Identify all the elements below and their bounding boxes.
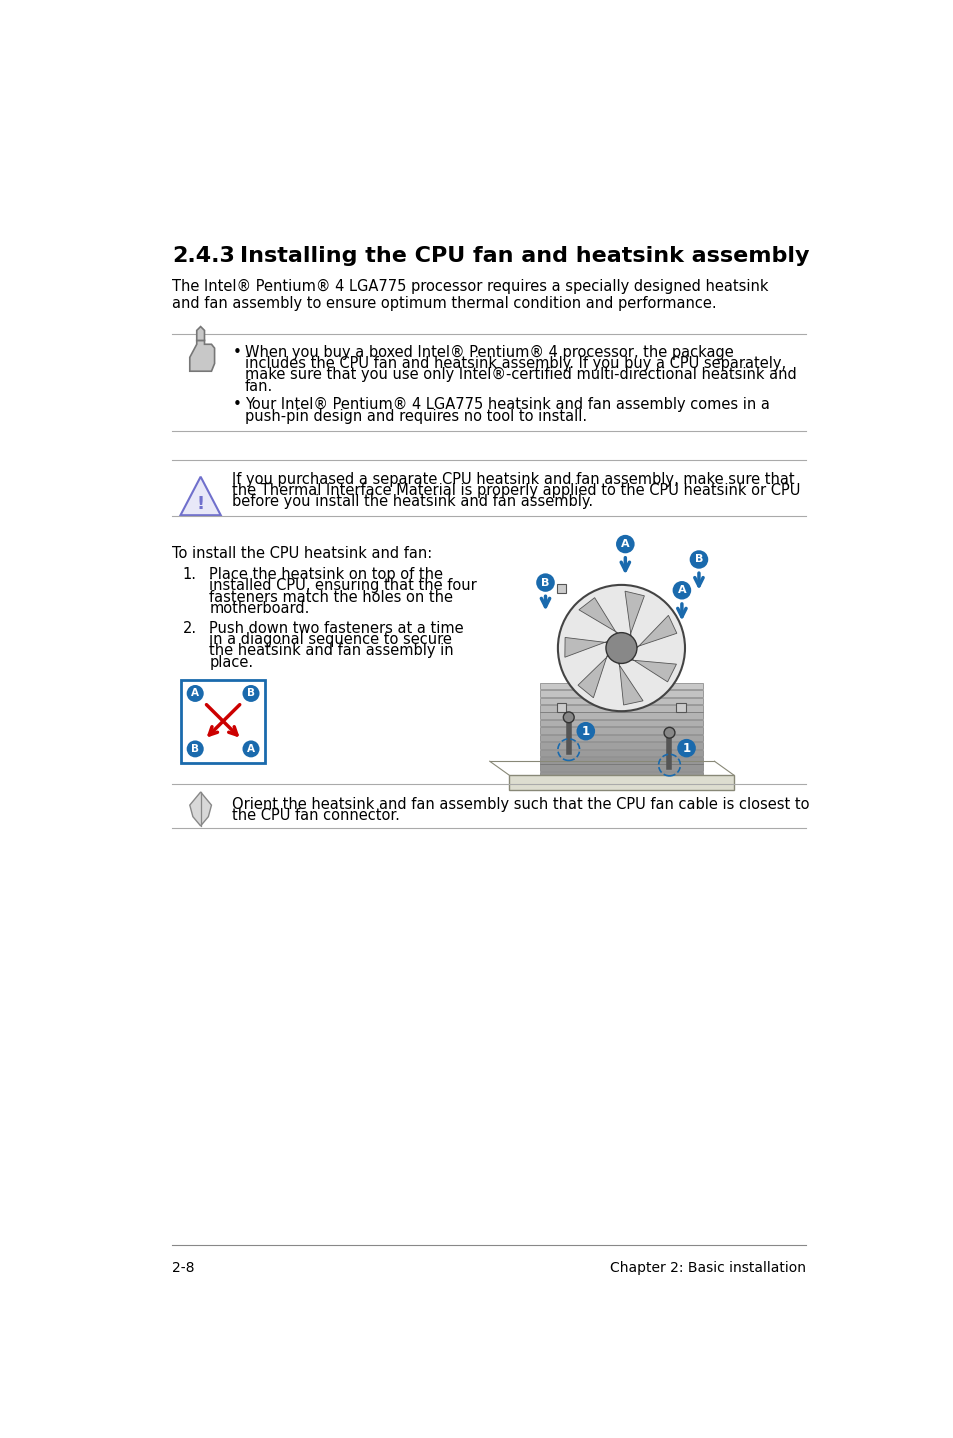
Text: Your Intel® Pentium® 4 LGA775 heatsink and fan assembly comes in a: Your Intel® Pentium® 4 LGA775 heatsink a… bbox=[245, 397, 769, 413]
Bar bbox=[539, 779, 702, 785]
Circle shape bbox=[187, 684, 204, 702]
Text: Chapter 2: Basic installation: Chapter 2: Basic installation bbox=[609, 1261, 805, 1274]
Bar bbox=[539, 697, 702, 705]
Circle shape bbox=[616, 535, 634, 554]
Bar bbox=[539, 705, 702, 712]
Text: place.: place. bbox=[209, 654, 253, 670]
Text: Orient the heatsink and fan assembly such that the CPU fan cable is closest to: Orient the heatsink and fan assembly suc… bbox=[233, 797, 809, 811]
Bar bbox=[676, 703, 685, 712]
Bar bbox=[539, 720, 702, 726]
Text: When you buy a boxed Intel® Pentium® 4 processor, the package: When you buy a boxed Intel® Pentium® 4 p… bbox=[245, 345, 733, 360]
Bar bbox=[557, 703, 566, 712]
Text: 2.: 2. bbox=[183, 621, 196, 636]
Polygon shape bbox=[618, 663, 642, 705]
Text: push-pin design and requires no tool to install.: push-pin design and requires no tool to … bbox=[245, 408, 586, 424]
Circle shape bbox=[536, 574, 555, 592]
Bar bbox=[539, 772, 702, 778]
Text: Push down two fasteners at a time: Push down two fasteners at a time bbox=[209, 621, 463, 636]
Text: A: A bbox=[191, 689, 199, 699]
Bar bbox=[539, 690, 702, 697]
Text: 1: 1 bbox=[681, 742, 690, 755]
Text: Place the heatsink on top of the: Place the heatsink on top of the bbox=[209, 567, 443, 582]
Text: !: ! bbox=[196, 496, 205, 513]
Text: installed CPU, ensuring that the four: installed CPU, ensuring that the four bbox=[209, 578, 476, 594]
Bar bbox=[539, 742, 702, 749]
Circle shape bbox=[663, 728, 674, 738]
Bar bbox=[181, 680, 265, 762]
Text: the heatsink and fan assembly in: the heatsink and fan assembly in bbox=[209, 643, 454, 659]
Bar bbox=[539, 756, 702, 764]
Circle shape bbox=[187, 741, 204, 758]
Text: To install the CPU heatsink and fan:: To install the CPU heatsink and fan: bbox=[172, 545, 432, 561]
Polygon shape bbox=[624, 591, 643, 636]
Bar bbox=[539, 683, 702, 689]
Text: •: • bbox=[233, 397, 241, 413]
Text: includes the CPU fan and heatsink assembly. If you buy a CPU separately,: includes the CPU fan and heatsink assemb… bbox=[245, 357, 785, 371]
Text: B: B bbox=[540, 578, 549, 588]
Polygon shape bbox=[637, 615, 676, 649]
Bar bbox=[509, 775, 733, 791]
Text: 1: 1 bbox=[581, 725, 589, 738]
Text: •: • bbox=[233, 345, 241, 360]
Text: The Intel® Pentium® 4 LGA775 processor requires a specially designed heatsink
an: The Intel® Pentium® 4 LGA775 processor r… bbox=[172, 279, 768, 311]
Polygon shape bbox=[180, 477, 220, 515]
Text: 1.: 1. bbox=[183, 567, 196, 582]
Circle shape bbox=[672, 581, 691, 600]
Text: motherboard.: motherboard. bbox=[209, 601, 309, 615]
Text: the Thermal Interface Material is properly applied to the CPU heatsink or CPU: the Thermal Interface Material is proper… bbox=[233, 483, 800, 498]
Text: B: B bbox=[694, 555, 702, 565]
Circle shape bbox=[242, 684, 259, 702]
Circle shape bbox=[605, 633, 637, 663]
Circle shape bbox=[242, 741, 259, 758]
Bar bbox=[539, 735, 702, 742]
Polygon shape bbox=[578, 654, 607, 697]
Bar bbox=[539, 712, 702, 719]
Text: A: A bbox=[677, 585, 685, 595]
Text: before you install the heatsink and fan assembly.: before you install the heatsink and fan … bbox=[233, 495, 593, 509]
Polygon shape bbox=[631, 659, 676, 682]
Polygon shape bbox=[196, 326, 204, 341]
Text: B: B bbox=[247, 689, 254, 699]
Polygon shape bbox=[190, 792, 212, 825]
Text: A: A bbox=[620, 539, 629, 549]
Polygon shape bbox=[190, 341, 214, 371]
Text: in a diagonal sequence to secure: in a diagonal sequence to secure bbox=[209, 633, 452, 647]
Bar bbox=[539, 728, 702, 733]
Text: the CPU fan connector.: the CPU fan connector. bbox=[233, 808, 400, 823]
Text: 2-8: 2-8 bbox=[172, 1261, 194, 1274]
Bar bbox=[676, 584, 685, 594]
Text: Installing the CPU fan and heatsink assembly: Installing the CPU fan and heatsink asse… bbox=[240, 246, 809, 266]
Circle shape bbox=[562, 712, 574, 723]
Polygon shape bbox=[564, 637, 607, 657]
Text: 2.4.3: 2.4.3 bbox=[172, 246, 234, 266]
Text: make sure that you use only Intel®-certified multi-directional heatsink and: make sure that you use only Intel®-certi… bbox=[245, 367, 796, 383]
Bar bbox=[539, 749, 702, 756]
Circle shape bbox=[576, 722, 595, 741]
Bar bbox=[539, 765, 702, 771]
Polygon shape bbox=[578, 598, 618, 633]
Text: fan.: fan. bbox=[245, 378, 273, 394]
Bar bbox=[557, 584, 566, 594]
Text: B: B bbox=[191, 743, 199, 754]
Circle shape bbox=[689, 551, 707, 568]
Text: If you purchased a separate CPU heatsink and fan assembly, make sure that: If you purchased a separate CPU heatsink… bbox=[233, 472, 794, 487]
Text: fasteners match the holes on the: fasteners match the holes on the bbox=[209, 590, 453, 604]
Text: A: A bbox=[247, 743, 254, 754]
Circle shape bbox=[677, 739, 695, 758]
Circle shape bbox=[558, 585, 684, 712]
